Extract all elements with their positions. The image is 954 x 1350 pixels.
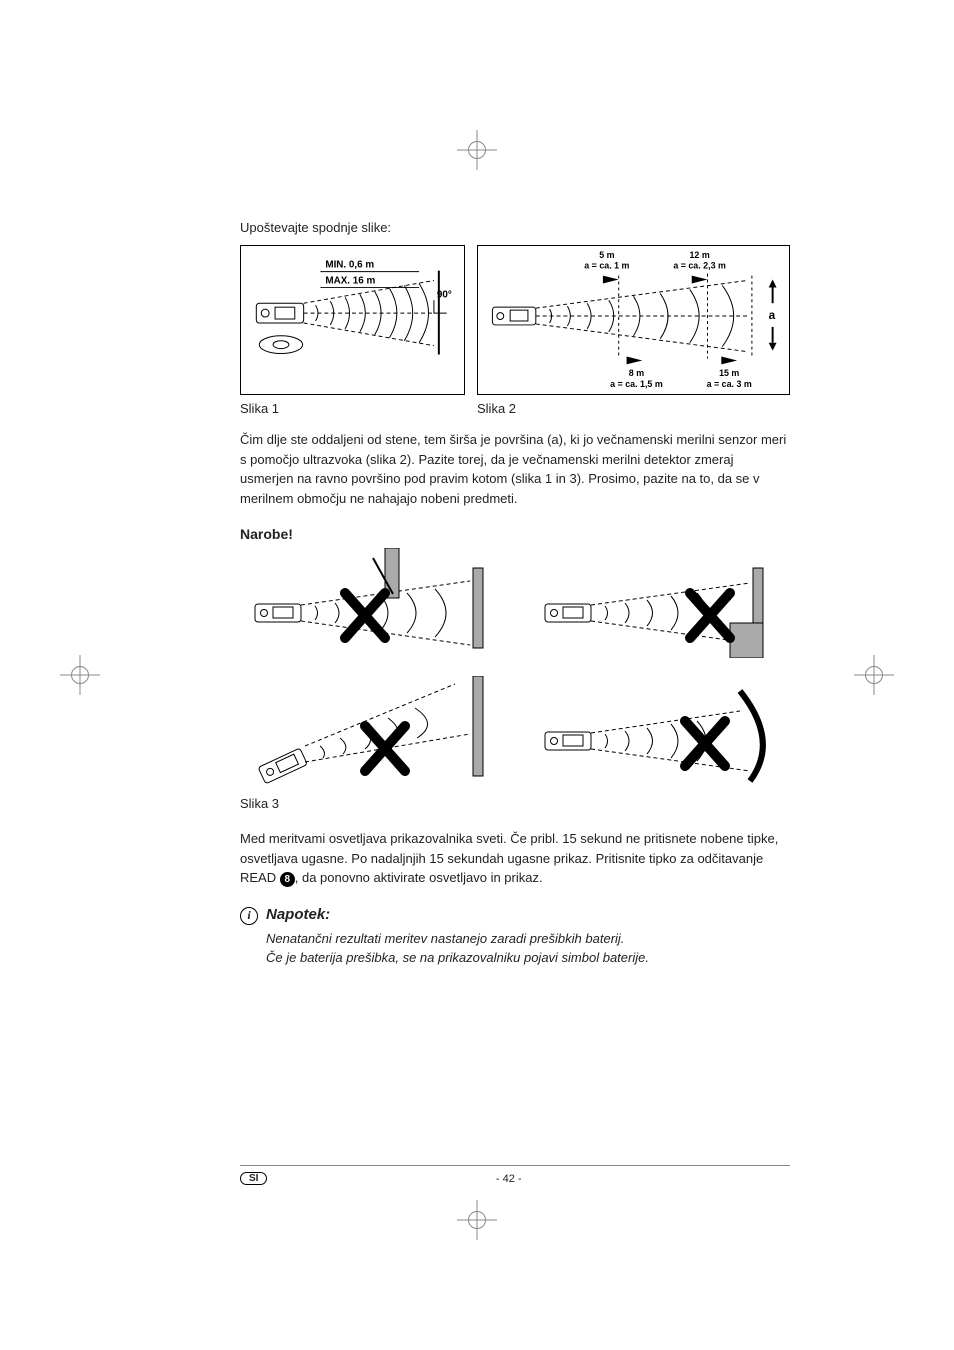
page-footer: SI - 42 - bbox=[240, 1165, 790, 1185]
wrong-2 bbox=[530, 548, 790, 658]
figure-3-grid bbox=[240, 548, 790, 786]
page-content: Upoštevajte spodnje slike: bbox=[240, 220, 790, 968]
p2-post: , da ponovno aktivirate osvetljavo in pr… bbox=[295, 870, 543, 885]
f2-tl-d: 5 m bbox=[599, 250, 614, 260]
figure-row: 90° MIN. 0,6 m MAX. 16 m bbox=[240, 245, 790, 395]
angle-label: 90° bbox=[437, 289, 452, 300]
note-title: Napotek: bbox=[266, 906, 330, 923]
read-button-ref: 8 bbox=[280, 872, 295, 887]
min-label: MIN. 0,6 m bbox=[325, 260, 374, 271]
figure-captions: Slika 1 Slika 2 bbox=[240, 401, 790, 416]
crop-mark-bottom bbox=[457, 1200, 497, 1240]
f2-br-d: 15 m bbox=[719, 368, 739, 378]
f2-tl-a: a = ca. 1 m bbox=[584, 261, 629, 271]
intro-text: Upoštevajte spodnje slike: bbox=[240, 220, 790, 235]
wrong-3 bbox=[240, 676, 500, 786]
fig3-caption: Slika 3 bbox=[240, 796, 790, 811]
info-icon: i bbox=[240, 907, 258, 925]
fig2-caption: Slika 2 bbox=[477, 401, 516, 416]
max-label: MAX. 16 m bbox=[325, 275, 375, 286]
f2-bl-a: a = ca. 1,5 m bbox=[610, 379, 663, 389]
crop-mark-top bbox=[457, 130, 497, 170]
f2-bl-d: 8 m bbox=[629, 368, 644, 378]
paragraph-1: Čim dlje ste oddaljeni od stene, tem šir… bbox=[240, 430, 790, 508]
paragraph-2: Med meritvami osvetljava prikazovalnika … bbox=[240, 829, 790, 888]
wrong-4 bbox=[530, 676, 790, 786]
lang-badge: SI bbox=[240, 1172, 267, 1185]
a-label: a bbox=[769, 308, 776, 322]
note-body: Nenatančni rezultati meritev nastanejo z… bbox=[266, 929, 790, 968]
wrong-1 bbox=[240, 548, 500, 658]
f2-tr-d: 12 m bbox=[689, 250, 709, 260]
note-heading-row: i Napotek: bbox=[240, 906, 790, 925]
page-number: - 42 - bbox=[496, 1173, 522, 1185]
f2-br-a: a = ca. 3 m bbox=[707, 379, 752, 389]
wrong-heading: Narobe! bbox=[240, 526, 790, 542]
crop-mark-right bbox=[854, 655, 894, 695]
figure-2: 5 m a = ca. 1 m 12 m a = ca. 2,3 m 8 m a… bbox=[477, 245, 790, 395]
f2-tr-a: a = ca. 2,3 m bbox=[673, 261, 726, 271]
figure-1: 90° MIN. 0,6 m MAX. 16 m bbox=[240, 245, 465, 395]
fig1-caption: Slika 1 bbox=[240, 401, 465, 416]
crop-mark-left bbox=[60, 655, 100, 695]
